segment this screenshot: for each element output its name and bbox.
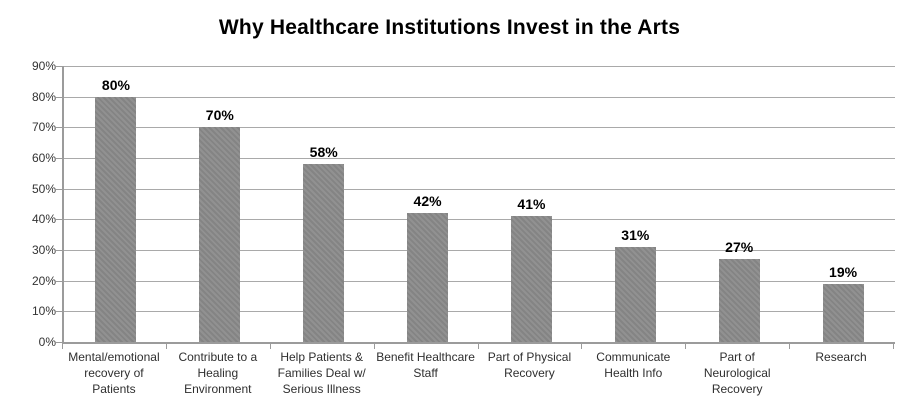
gridline: [64, 250, 895, 251]
bar: [614, 246, 656, 342]
y-axis-tick-label: 90%: [31, 59, 56, 73]
x-axis-category-label: Help Patients & Families Deal w/ Serious…: [277, 350, 366, 396]
y-axis-tick-label: 80%: [31, 89, 56, 104]
bar: [822, 283, 864, 342]
x-axis-tick-mark: [685, 344, 687, 349]
bar-value-label: 42%: [413, 193, 442, 210]
x-axis-tick-mark: [165, 344, 167, 349]
gridline: [64, 127, 895, 129]
bar: [199, 127, 241, 342]
y-axis-tick-label: 10%: [31, 304, 56, 319]
y-axis-tick-mark: [56, 311, 62, 313]
y-axis-tick-mark: [56, 342, 62, 343]
x-axis-category-label: Part of Neurological Recovery: [703, 350, 771, 396]
chart-title: Why Healthcare Institutions Invest in th…: [218, 16, 681, 39]
x-axis-tick-mark: [477, 344, 479, 349]
bar: [718, 259, 760, 342]
bar: [407, 213, 449, 342]
y-axis-tick-label: 0%: [38, 335, 56, 349]
bar-value-label: 58%: [309, 144, 338, 161]
x-axis-tick-mark: [373, 344, 375, 349]
y-axis-tick-mark: [56, 96, 62, 98]
bar-value-label: 70%: [205, 107, 234, 124]
x-axis-category-label: Benefit Healthcare Staff: [376, 350, 475, 380]
y-axis-tick-label: 20%: [31, 273, 56, 288]
y-axis-tick-label: 50%: [31, 181, 56, 196]
y-axis-tick-mark: [56, 188, 62, 190]
x-axis-category-label: Communicate Health Info: [596, 350, 671, 380]
x-axis-category-label: Research: [815, 350, 867, 364]
bar: [95, 96, 137, 342]
bar-value-label: 41%: [517, 196, 546, 213]
gridline: [64, 96, 895, 98]
gridline: [64, 158, 895, 159]
y-axis-tick-label: 30%: [31, 243, 56, 257]
gridline: [64, 188, 895, 190]
plot-area: 80% 70% 58% 42% 41% 31% 27% 19%: [62, 66, 895, 344]
gridline: [64, 66, 895, 67]
y-axis-tick-mark: [56, 250, 62, 251]
y-axis-tick-mark: [56, 66, 62, 67]
y-axis-tick-mark: [56, 127, 62, 129]
bar-value-label: 19%: [829, 263, 858, 280]
gridline: [64, 219, 895, 221]
bar-value-label: 80%: [101, 76, 130, 93]
x-axis-tick-mark: [62, 344, 63, 349]
x-axis-category-label: Contribute to a Healing Environment: [178, 350, 258, 396]
y-axis-tick-label: 40%: [31, 212, 56, 227]
x-axis-category-label: Part of Physical Recovery: [487, 350, 572, 380]
x-axis-tick-mark: [893, 344, 894, 349]
bar: [303, 164, 345, 342]
x-axis-tick-mark: [269, 344, 271, 349]
gridline: [64, 311, 895, 313]
y-axis-tick-mark: [56, 219, 62, 221]
x-axis-tick-mark: [581, 344, 583, 349]
gridline: [64, 280, 895, 282]
y-axis-tick-mark: [56, 280, 62, 282]
y-axis-tick-mark: [56, 158, 62, 159]
bar: [510, 216, 552, 342]
bar-value-label: 27%: [725, 239, 754, 256]
y-axis-tick-label: 70%: [31, 120, 56, 135]
x-axis-category-label: Mental/emotional recovery of Patients: [68, 350, 160, 396]
y-axis-tick-label: 60%: [31, 151, 56, 165]
bar-value-label: 31%: [621, 226, 650, 243]
x-axis-tick-mark: [789, 344, 791, 349]
